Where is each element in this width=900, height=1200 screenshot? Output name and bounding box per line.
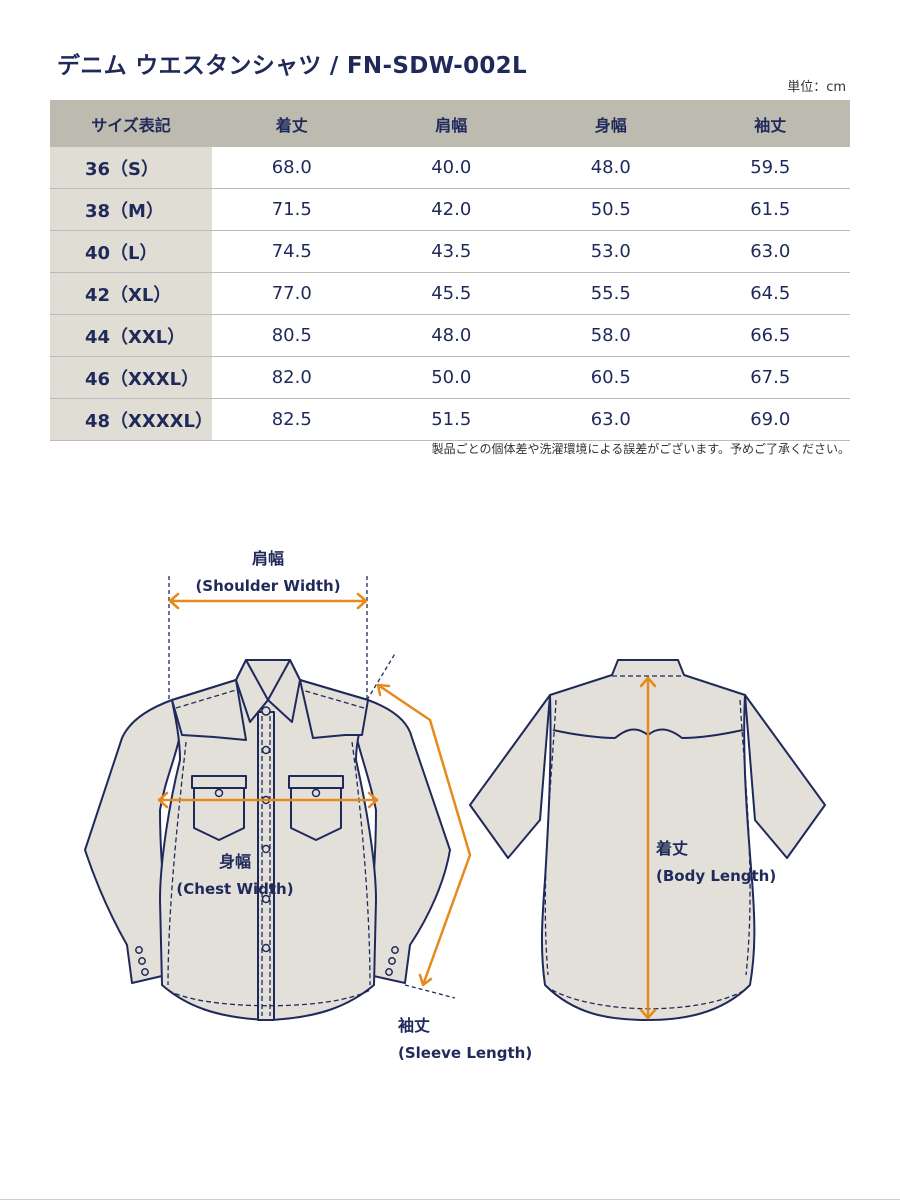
body-label-jp: 着丈: [656, 839, 689, 858]
measurement-cell: 69.0: [690, 398, 850, 441]
shoulder-width-arrow: [168, 592, 368, 610]
measurement-cell: 58.0: [531, 314, 691, 357]
sleeve-length-arrow: [376, 683, 472, 987]
size-cell: 38（M）: [50, 188, 212, 231]
table-row: 40（L） 74.5 43.5 53.0 63.0: [50, 230, 850, 273]
unit-label: 単位：cm: [787, 80, 846, 95]
measurement-cell: 80.5: [212, 314, 372, 357]
measurement-cell: 40.0: [371, 147, 531, 189]
header-body-length: 着丈: [212, 100, 372, 147]
measurement-cell: 51.5: [371, 398, 531, 441]
measurement-cell: 45.5: [371, 272, 531, 315]
table-row: 44（XXL） 80.5 48.0 58.0 66.5: [50, 314, 850, 357]
size-table: サイズ表記 着丈 肩幅 身幅 袖丈 36（S） 68.0 40.0 48.0 59.5 3…: [50, 100, 850, 441]
table-header-row: サイズ表記 着丈 肩幅 身幅 袖丈: [50, 100, 850, 147]
measurement-cell: 82.5: [212, 398, 372, 441]
header-size: サイズ表記: [50, 100, 212, 147]
table-row: 38（M） 71.5 42.0 50.5 61.5: [50, 188, 850, 231]
chest-width-label: 身幅 (Chest Width): [160, 848, 310, 898]
measurement-cell: 71.5: [212, 188, 372, 231]
chest-width-arrow: [157, 791, 379, 809]
measurement-cell: 68.0: [212, 147, 372, 189]
measurement-cell: 53.0: [531, 230, 691, 273]
body-length-arrow: [639, 676, 657, 1020]
measurement-cell: 74.5: [212, 230, 372, 273]
measurement-cell: 61.5: [690, 188, 850, 231]
shoulder-width-label: 肩幅 (Shoulder Width): [168, 545, 368, 595]
measurement-cell: 66.5: [690, 314, 850, 357]
measurement-cell: 43.5: [371, 230, 531, 273]
size-cell: 36（S）: [50, 147, 212, 189]
measurement-cell: 82.0: [212, 356, 372, 399]
measurement-cell: 55.5: [531, 272, 691, 315]
size-cell: 42（XL）: [50, 272, 212, 315]
measurement-cell: 50.5: [531, 188, 691, 231]
front-shirt-illustration: [84, 659, 451, 1021]
size-cell: 46（XXXL）: [50, 356, 212, 399]
header-chest-width: 身幅: [531, 100, 691, 147]
measurement-cell: 63.0: [531, 398, 691, 441]
sleeve-label-en: (Sleeve Length): [398, 1044, 533, 1062]
measurement-cell: 42.0: [371, 188, 531, 231]
disclaimer-note: 製品ごとの個体差や洗濯環境による誤差がございます。予めご了承ください。: [431, 442, 850, 456]
header-shoulder-width: 肩幅: [371, 100, 531, 147]
measurement-cell: 64.5: [690, 272, 850, 315]
chest-label-en: (Chest Width): [176, 880, 294, 898]
table-row: 36（S） 68.0 40.0 48.0 59.5: [50, 147, 850, 189]
measurement-cell: 48.0: [531, 147, 691, 189]
page-title: デニム ウエスタンシャツ / FN-SDW-002L: [57, 53, 527, 79]
measurement-cell: 50.0: [371, 356, 531, 399]
size-cell: 48（XXXXL）: [50, 398, 213, 441]
table-row: 42（XL） 77.0 45.5 55.5 64.5: [50, 272, 850, 315]
table-row: 48（XXXXL） 82.5 51.5 63.0 69.0: [50, 398, 850, 441]
shoulder-label-jp: 肩幅: [251, 549, 284, 568]
sleeve-label-jp: 袖丈: [398, 1016, 431, 1035]
measurement-cell: 77.0: [212, 272, 372, 315]
measurement-cell: 48.0: [371, 314, 531, 357]
chest-label-jp: 身幅: [218, 852, 251, 871]
measurement-cell: 67.5: [690, 356, 850, 399]
shoulder-label-en: (Shoulder Width): [195, 577, 341, 595]
measurement-cell: 60.5: [531, 356, 691, 399]
sleeve-length-label: 袖丈 (Sleeve Length): [398, 1012, 532, 1062]
size-cell: 40（L）: [50, 230, 212, 273]
measurement-cell: 63.0: [690, 230, 850, 273]
measurement-cell: 59.5: [690, 147, 850, 189]
size-cell: 44（XXL）: [50, 314, 212, 357]
body-length-label: 着丈 (Body Length): [656, 835, 776, 885]
header-sleeve-length: 袖丈: [690, 100, 850, 147]
table-row: 46（XXXL） 82.0 50.0 60.5 67.5: [50, 356, 850, 399]
body-label-en: (Body Length): [656, 867, 777, 885]
